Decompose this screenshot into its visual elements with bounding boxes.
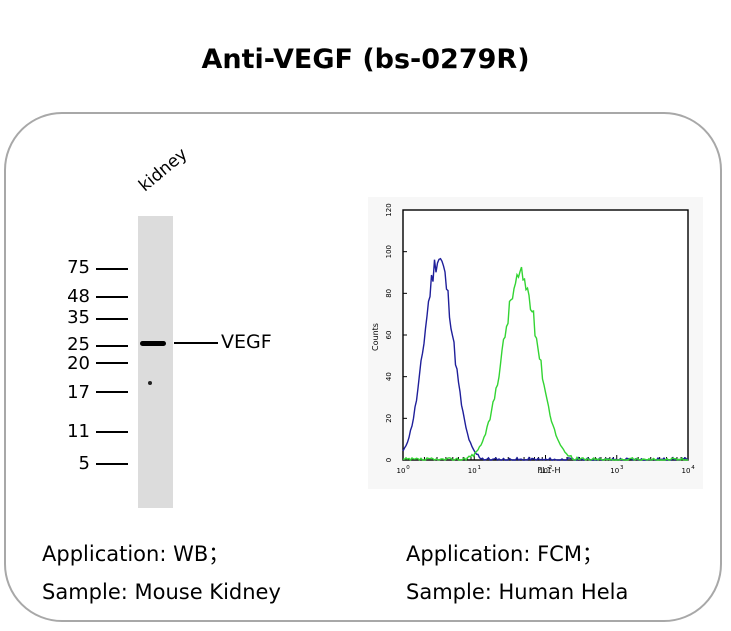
y-axis-label: Counts: [371, 323, 380, 351]
x-tick-label: 10: [682, 467, 691, 475]
x-tick-exponent: 2: [549, 465, 553, 471]
y-tick-label: 20: [385, 414, 393, 423]
x-tick-exponent: 1: [478, 465, 482, 471]
y-tick-label: 100: [385, 245, 393, 258]
y-tick-label: 40: [385, 372, 393, 381]
x-axis-label: FL1-H: [537, 466, 560, 475]
x-tick-label: 10: [468, 467, 477, 475]
y-tick-label: 120: [385, 203, 393, 216]
figure-title: Anti-VEGF (bs-0279R): [201, 44, 530, 75]
y-axis: 0 20 40 60 80 100 120: [385, 203, 407, 462]
wb-sample-caption: Sample: Mouse Kidney: [42, 580, 281, 604]
x-tick-exponent: 0: [406, 465, 410, 471]
plot-area: [402, 209, 689, 461]
y-tick-label: 0: [385, 458, 393, 462]
wb-application-caption: Application: WB；: [42, 542, 230, 566]
fcm-sample-caption: Sample: Human Hela: [406, 580, 629, 604]
x-tick-label: 10: [610, 467, 619, 475]
x-tick-label: 10: [539, 467, 548, 475]
figure-frame: [4, 112, 722, 622]
x-axis: 10 0 10 1 10 2 10 3 10 4: [397, 455, 695, 475]
sample-histogram-line: [402, 266, 688, 462]
x-tick-label: 10: [397, 467, 406, 475]
x-tick-exponent: 4: [691, 465, 695, 471]
fcm-application-caption: Application: FCM；: [406, 542, 603, 566]
y-tick-label: 60: [385, 331, 393, 340]
x-tick-exponent: 3: [620, 465, 624, 471]
y-tick-label: 80: [385, 289, 393, 298]
